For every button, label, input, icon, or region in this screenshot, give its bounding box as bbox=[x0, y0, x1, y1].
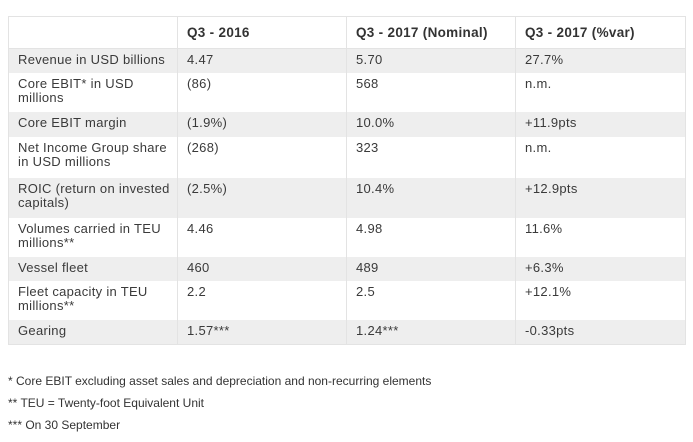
cell-q3-2017-nominal: 4.98 bbox=[346, 217, 516, 257]
row-label: Vessel fleet bbox=[8, 256, 178, 281]
cell-q3-2017-var: 11.6% bbox=[515, 217, 686, 257]
cell-q3-2017-nominal: 323 bbox=[346, 136, 516, 178]
cell-q3-2016: 1.57*** bbox=[177, 319, 347, 345]
cell-q3-2017-var: +11.9pts bbox=[515, 111, 686, 137]
table-row: Revenue in USD billions 4.47 5.70 27.7% bbox=[8, 48, 686, 73]
table-row: Volumes carried in TEU millions** 4.46 4… bbox=[8, 217, 686, 257]
cell-q3-2017-var: +12.9pts bbox=[515, 177, 686, 218]
cell-q3-2017-var: -0.33pts bbox=[515, 319, 686, 345]
cell-q3-2017-var: 27.7% bbox=[515, 48, 686, 73]
footnote-teu: ** TEU = Twenty-foot Equivalent Unit bbox=[8, 396, 204, 410]
table-row: ROIC (return on invested capitals) (2.5%… bbox=[8, 177, 686, 218]
cell-q3-2016: 2.2 bbox=[177, 280, 347, 320]
cell-q3-2017-nominal: 568 bbox=[346, 72, 516, 112]
cell-q3-2017-var: n.m. bbox=[515, 72, 686, 112]
cell-q3-2016: 4.46 bbox=[177, 217, 347, 257]
cell-q3-2016: 4.47 bbox=[177, 48, 347, 73]
cell-q3-2017-nominal: 10.0% bbox=[346, 111, 516, 137]
row-label: Revenue in USD billions bbox=[8, 48, 178, 73]
row-label: ROIC (return on invested capitals) bbox=[8, 177, 178, 218]
cell-q3-2017-nominal: 2.5 bbox=[346, 280, 516, 320]
results-table: Q3 - 2016 Q3 - 2017 (Nominal) Q3 - 2017 … bbox=[8, 16, 686, 345]
row-label: Fleet capacity in TEU millions** bbox=[8, 280, 178, 320]
header-q3-2017-nominal: Q3 - 2017 (Nominal) bbox=[346, 16, 516, 49]
cell-q3-2017-nominal: 1.24*** bbox=[346, 319, 516, 345]
cell-q3-2017-var: +12.1% bbox=[515, 280, 686, 320]
header-q3-2016: Q3 - 2016 bbox=[177, 16, 347, 49]
row-label: Net Income Group share in USD millions bbox=[8, 136, 178, 178]
row-label: Core EBIT* in USD millions bbox=[8, 72, 178, 112]
row-label: Core EBIT margin bbox=[8, 111, 178, 137]
cell-q3-2016: (86) bbox=[177, 72, 347, 112]
cell-q3-2016: (1.9%) bbox=[177, 111, 347, 137]
row-label: Gearing bbox=[8, 319, 178, 345]
table-row: Core EBIT* in USD millions (86) 568 n.m. bbox=[8, 72, 686, 112]
table-row: Net Income Group share in USD millions (… bbox=[8, 136, 686, 178]
table-row: Core EBIT margin (1.9%) 10.0% +11.9pts bbox=[8, 111, 686, 137]
cell-q3-2016: 460 bbox=[177, 256, 347, 281]
header-q3-2017-var: Q3 - 2017 (%var) bbox=[515, 16, 686, 49]
table-header-row: Q3 - 2016 Q3 - 2017 (Nominal) Q3 - 2017 … bbox=[8, 16, 686, 49]
cell-q3-2017-var: +6.3% bbox=[515, 256, 686, 281]
table-row: Fleet capacity in TEU millions** 2.2 2.5… bbox=[8, 280, 686, 320]
table-row: Gearing 1.57*** 1.24*** -0.33pts bbox=[8, 319, 686, 345]
header-metric bbox=[8, 16, 178, 49]
table-row: Vessel fleet 460 489 +6.3% bbox=[8, 256, 686, 281]
cell-q3-2016: (2.5%) bbox=[177, 177, 347, 218]
cell-q3-2017-nominal: 489 bbox=[346, 256, 516, 281]
footnote-core-ebit: * Core EBIT excluding asset sales and de… bbox=[8, 374, 432, 388]
footnotes: * Core EBIT excluding asset sales and de… bbox=[8, 374, 431, 440]
row-label: Volumes carried in TEU millions** bbox=[8, 217, 178, 257]
cell-q3-2017-nominal: 10.4% bbox=[346, 177, 516, 218]
footnote-date: *** On 30 September bbox=[8, 418, 121, 432]
cell-q3-2017-nominal: 5.70 bbox=[346, 48, 516, 73]
cell-q3-2017-var: n.m. bbox=[515, 136, 686, 178]
cell-q3-2016: (268) bbox=[177, 136, 347, 178]
